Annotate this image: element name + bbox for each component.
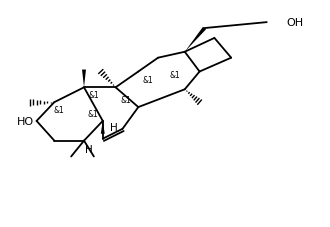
Text: &1: &1: [143, 76, 153, 84]
Polygon shape: [101, 121, 105, 134]
Text: OH: OH: [286, 18, 304, 28]
Text: &1: &1: [54, 105, 65, 114]
Text: H: H: [110, 122, 117, 132]
Text: &1: &1: [87, 110, 98, 119]
Text: &1: &1: [170, 71, 180, 80]
Polygon shape: [82, 70, 86, 88]
Text: &1: &1: [120, 95, 131, 104]
Text: H: H: [85, 144, 93, 154]
Text: &1: &1: [88, 90, 99, 99]
Polygon shape: [185, 28, 206, 52]
Text: HO: HO: [17, 116, 34, 126]
